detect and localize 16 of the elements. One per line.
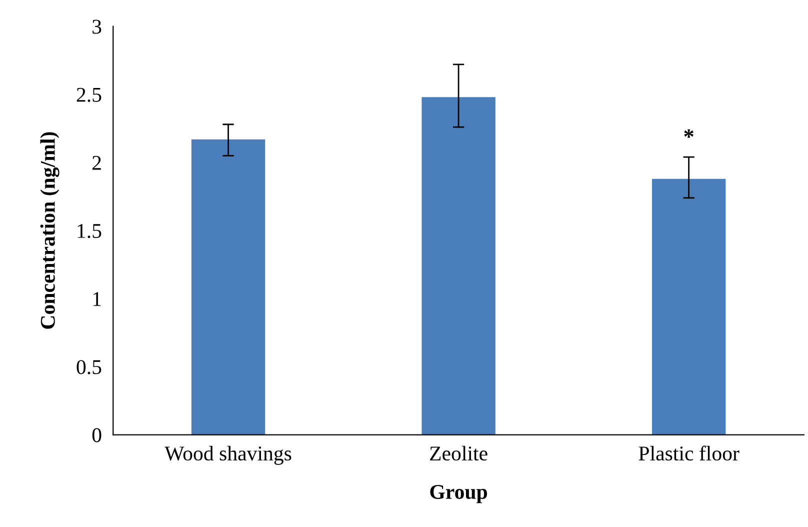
y-tick-label: 1.5 — [78, 224, 102, 238]
y-tick-label: 0.5 — [76, 360, 102, 374]
y-axis-title: Concentration (ng/ml) — [40, 132, 60, 329]
bar — [422, 97, 496, 435]
y-tick-label: 1 — [93, 292, 101, 306]
x-axis-title: Group — [430, 484, 488, 504]
y-tick-label: 3 — [92, 20, 102, 34]
x-tick-label: Zeolite — [430, 446, 488, 461]
y-tick-label: 0 — [92, 428, 102, 442]
annotation: * — [684, 129, 694, 138]
bar — [191, 139, 266, 435]
y-tick-label: 2 — [92, 156, 101, 170]
x-tick-label: Wood shavings — [164, 446, 292, 465]
y-tick-label: 2.5 — [76, 88, 102, 102]
x-tick-label: Plastic floor — [638, 446, 740, 461]
bar — [652, 178, 726, 435]
